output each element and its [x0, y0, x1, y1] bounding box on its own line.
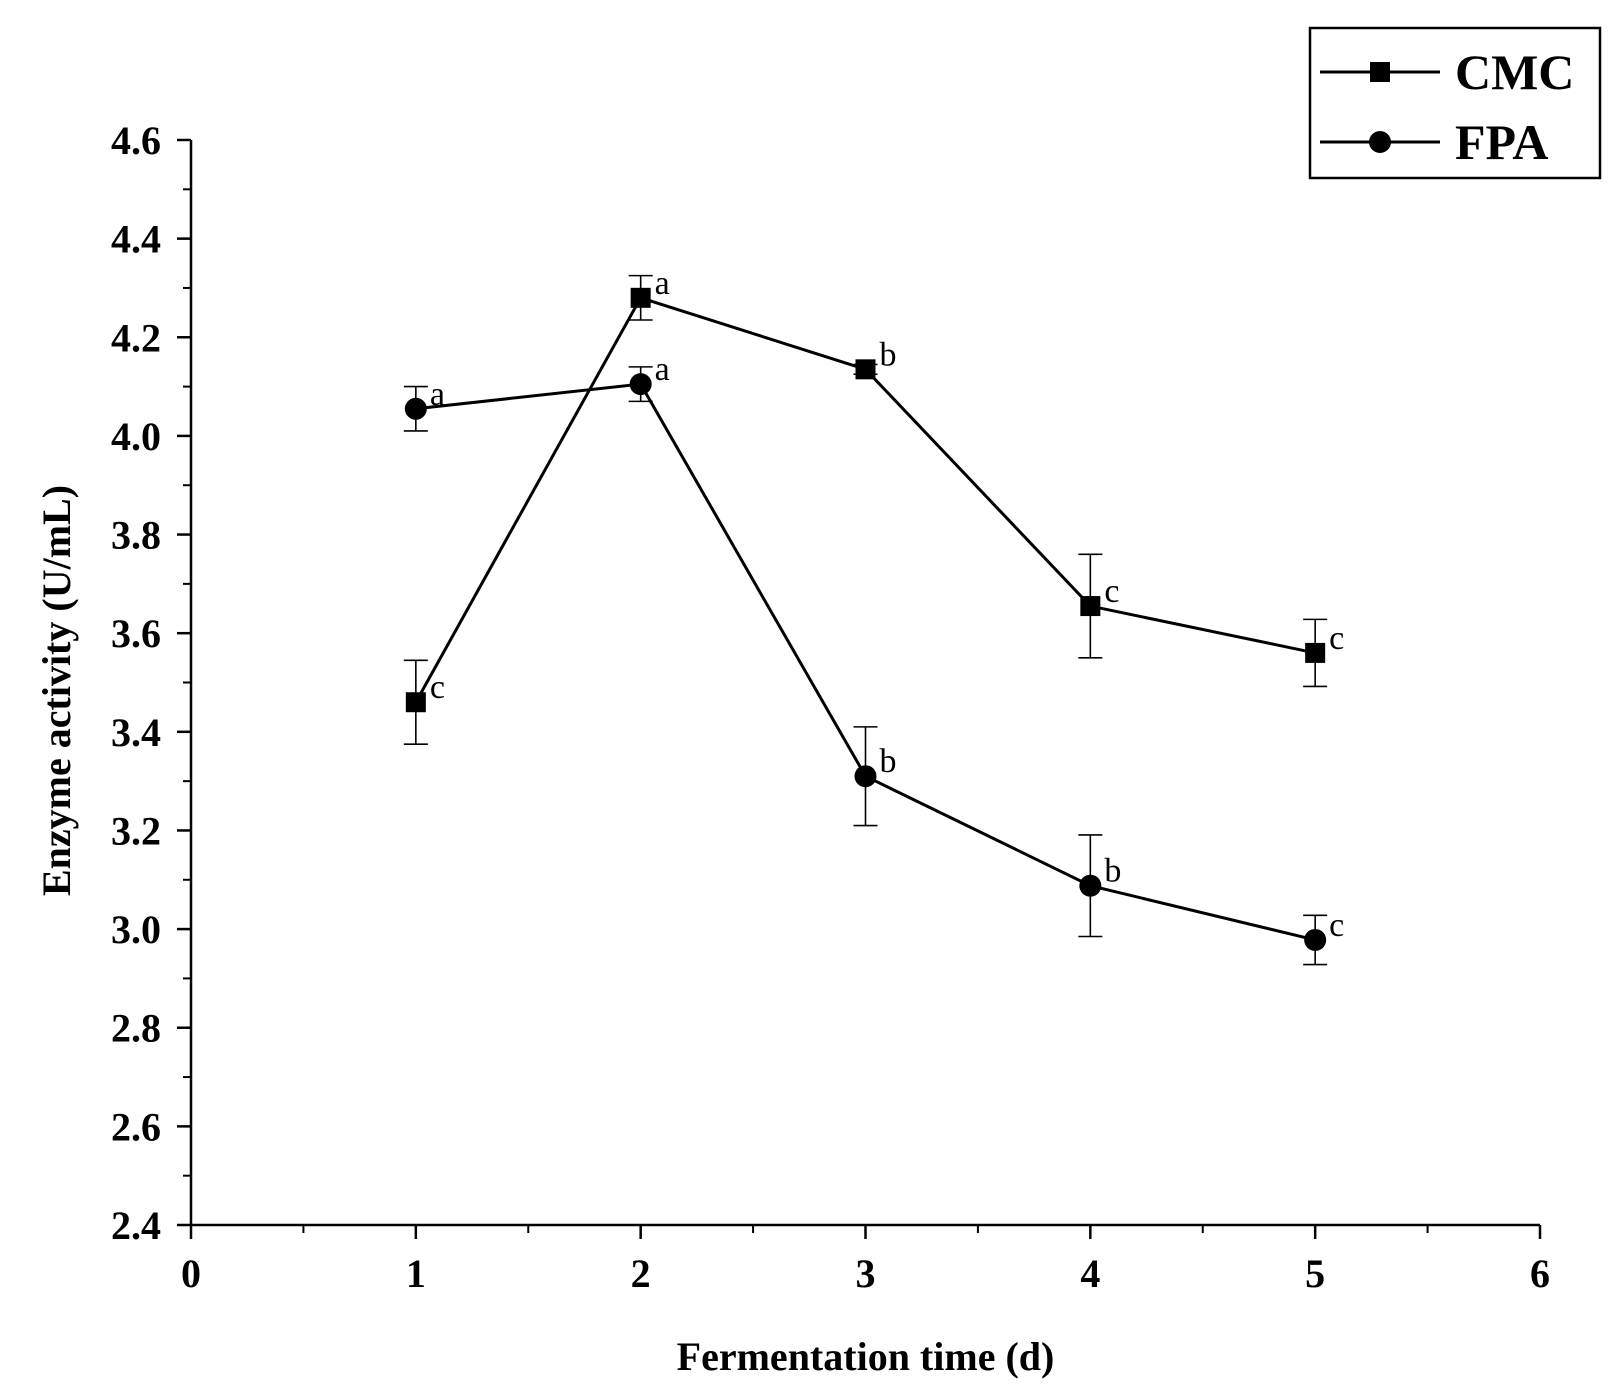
x-tick-label: 1: [406, 1251, 426, 1296]
cmc-point: [1305, 642, 1326, 663]
y-tick-label: 3.0: [111, 907, 161, 952]
y-tick-label: 4.0: [111, 414, 161, 459]
fpa-point: [854, 765, 877, 788]
y-tick-label: 2.6: [111, 1104, 161, 1149]
cmc-significance-label: c: [1104, 573, 1119, 610]
y-tick-label: 2.8: [111, 1006, 161, 1051]
fpa-significance-label: b: [880, 743, 897, 780]
x-tick-label: 4: [1080, 1251, 1100, 1296]
fpa-significance-label: a: [430, 376, 445, 413]
fpa-point: [1304, 928, 1327, 951]
cmc-significance-label: b: [880, 336, 897, 373]
fpa-significance-label: a: [655, 351, 670, 388]
cmc-point: [405, 692, 426, 713]
cmc-point: [855, 359, 876, 380]
legend-cmc-label: CMC: [1455, 44, 1574, 100]
x-tick-label: 6: [1530, 1251, 1550, 1296]
y-tick-label: 4.4: [111, 217, 161, 262]
fpa-point: [1079, 874, 1102, 897]
legend-box: [1308, 26, 1602, 180]
cmc-series-line: [414, 296, 1316, 703]
y-tick-label: 4.2: [111, 315, 161, 360]
fpa-point: [629, 373, 652, 396]
y-tick-label: 3.8: [111, 513, 161, 558]
y-tick-label: 3.6: [111, 611, 161, 656]
cmc-point: [630, 287, 651, 308]
y-tick-label: 4.6: [111, 118, 161, 163]
x-axis-title: Fermentation time (d): [677, 1334, 1055, 1379]
fpa-series-line: [415, 382, 1316, 942]
fpa-significance-label: c: [1329, 907, 1344, 944]
cmc-point: [1080, 596, 1101, 617]
fpa-significance-label: b: [1104, 853, 1121, 890]
cmc-significance-label: c: [430, 669, 445, 706]
x-tick-label: 0: [181, 1251, 201, 1296]
x-tick-label: 2: [631, 1251, 651, 1296]
x-tick-label: 3: [856, 1251, 876, 1296]
cmc-significance-label: c: [1329, 620, 1344, 657]
y-tick-label: 3.4: [111, 710, 161, 755]
y-axis-title: Enzyme activity (U/mL): [34, 485, 79, 896]
fpa-point: [404, 397, 427, 420]
y-tick-label: 3.2: [111, 808, 161, 853]
legend-fpa-marker: [1369, 131, 1391, 153]
y-tick-label: 2.4: [111, 1203, 161, 1248]
cmc-significance-label: a: [655, 265, 670, 302]
legend-cmc-marker: [1370, 62, 1390, 82]
legend-fpa-label: FPA: [1455, 114, 1548, 170]
x-tick-label: 5: [1305, 1251, 1325, 1296]
